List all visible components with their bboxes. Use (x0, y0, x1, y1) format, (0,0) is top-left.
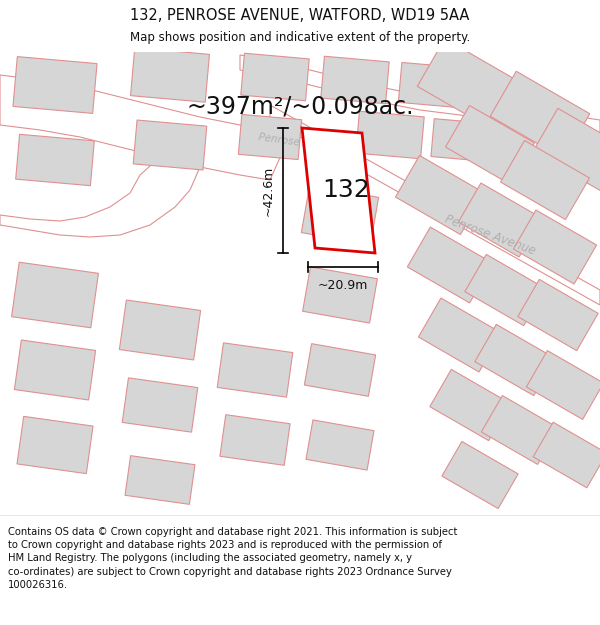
Polygon shape (526, 351, 600, 419)
Polygon shape (465, 254, 545, 326)
Polygon shape (481, 396, 559, 464)
Polygon shape (301, 185, 379, 245)
Text: Penrose Avenue: Penrose Avenue (443, 213, 537, 258)
Polygon shape (122, 378, 198, 432)
Polygon shape (270, 105, 600, 305)
Polygon shape (395, 156, 484, 234)
Polygon shape (14, 340, 95, 400)
Polygon shape (240, 55, 600, 135)
Polygon shape (220, 414, 290, 466)
Polygon shape (458, 183, 542, 257)
Text: 132: 132 (322, 178, 370, 202)
Text: ~42.6m: ~42.6m (262, 166, 275, 216)
Polygon shape (17, 416, 93, 474)
Polygon shape (13, 57, 97, 113)
Text: Map shows position and indicative extent of the property.: Map shows position and indicative extent… (130, 31, 470, 44)
Polygon shape (356, 111, 424, 159)
Polygon shape (119, 300, 200, 360)
Polygon shape (518, 279, 598, 351)
Polygon shape (417, 39, 523, 131)
Polygon shape (11, 262, 98, 328)
Polygon shape (533, 108, 600, 192)
Polygon shape (0, 75, 290, 180)
Polygon shape (238, 114, 302, 159)
Polygon shape (407, 227, 493, 303)
Polygon shape (217, 343, 293, 397)
Text: Penrose Ave...: Penrose Ave... (257, 132, 332, 152)
Polygon shape (302, 267, 377, 323)
Polygon shape (398, 62, 461, 107)
Polygon shape (131, 48, 209, 102)
Polygon shape (321, 56, 389, 104)
Polygon shape (304, 344, 376, 396)
Polygon shape (418, 298, 502, 372)
Text: ~397m²/~0.098ac.: ~397m²/~0.098ac. (186, 95, 414, 119)
Polygon shape (430, 369, 510, 441)
Polygon shape (446, 106, 535, 184)
Polygon shape (514, 210, 596, 284)
Text: 132, PENROSE AVENUE, WATFORD, WD19 5AA: 132, PENROSE AVENUE, WATFORD, WD19 5AA (130, 9, 470, 24)
Polygon shape (16, 134, 94, 186)
Polygon shape (442, 441, 518, 509)
Text: ~20.9m: ~20.9m (318, 279, 368, 292)
Text: Contains OS data © Crown copyright and database right 2021. This information is : Contains OS data © Crown copyright and d… (8, 527, 457, 590)
Polygon shape (241, 53, 309, 101)
Polygon shape (431, 119, 489, 161)
Polygon shape (533, 422, 600, 488)
Polygon shape (500, 141, 589, 219)
Polygon shape (475, 324, 555, 396)
Polygon shape (133, 120, 207, 170)
Polygon shape (0, 157, 200, 237)
Polygon shape (306, 420, 374, 470)
Polygon shape (302, 128, 375, 253)
Polygon shape (125, 456, 195, 504)
Polygon shape (490, 71, 590, 159)
